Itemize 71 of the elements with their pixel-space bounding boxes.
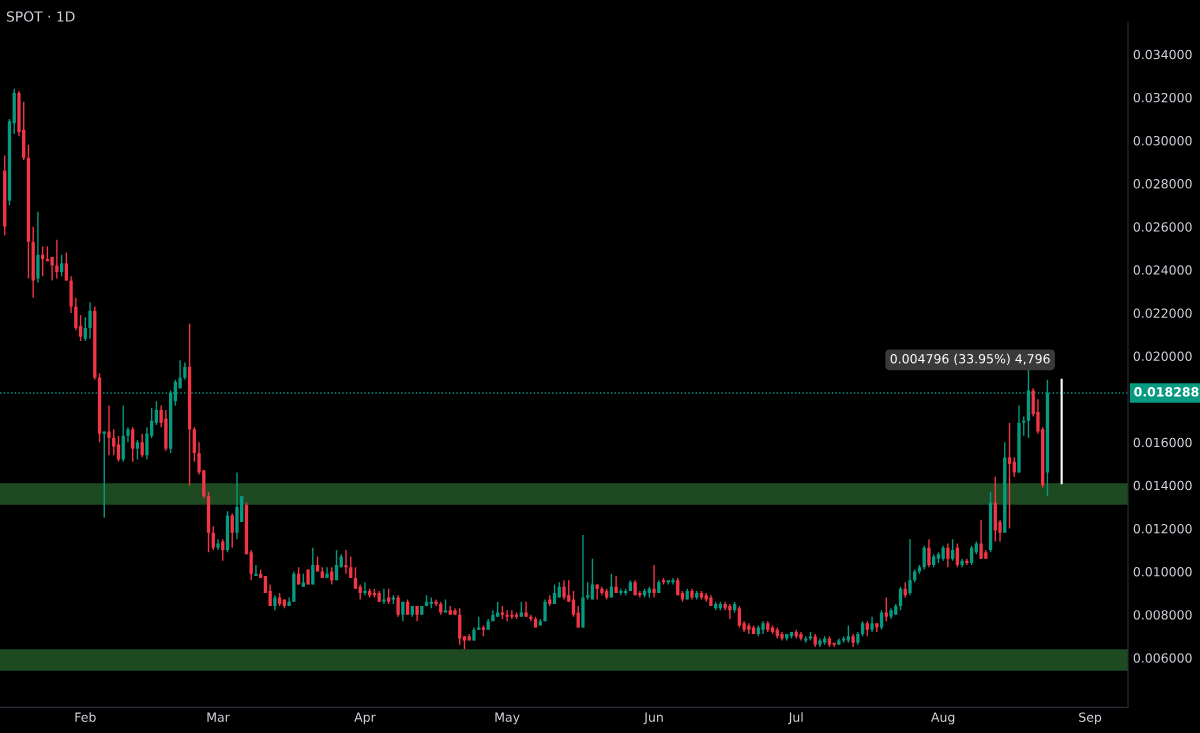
candlestick: [102, 430, 106, 519]
candlestick: [590, 557, 595, 601]
candlestick: [562, 579, 566, 601]
y-tick-label: 0.028000: [1133, 179, 1192, 189]
candlestick: [221, 538, 225, 562]
candlestick: [334, 549, 339, 581]
candlestick: [36, 210, 40, 284]
x-tick-label: Aug: [931, 712, 955, 725]
candlestick: [344, 549, 348, 575]
candlestick: [946, 542, 950, 568]
x-tick-label: Jun: [643, 712, 663, 725]
candlestick: [652, 564, 656, 599]
candlestick: [78, 314, 83, 342]
candlestick: [59, 254, 64, 277]
y-tick-label: 0.012000: [1133, 523, 1192, 534]
x-tick-label: Apr: [354, 712, 376, 725]
candlestick: [879, 609, 884, 631]
y-tick-label: 0.020000: [1133, 351, 1192, 361]
candlestick: [353, 566, 358, 590]
candlestick: [154, 400, 159, 426]
candlestick: [382, 588, 386, 605]
candlestick: [524, 601, 528, 618]
candlestick: [254, 564, 258, 577]
y-tick-label: 0.008000: [1133, 610, 1192, 620]
candlestick: [571, 590, 576, 618]
candlestick: [74, 297, 78, 331]
candlestick: [131, 426, 135, 463]
y-tick-label: 0.014000: [1133, 480, 1192, 491]
chart-title: SPOT · 1D: [6, 11, 75, 22]
x-tick-label: May: [495, 712, 520, 725]
candlestick: [249, 549, 253, 581]
candlestick: [192, 426, 196, 463]
candlestick: [216, 538, 220, 551]
candlestick: [325, 566, 329, 579]
candlestick: [595, 583, 599, 601]
y-tick-label: 0.034000: [1133, 49, 1192, 60]
x-tick-label: Mar: [207, 712, 230, 722]
candlestick: [116, 435, 121, 463]
y-tick-label: 0.022000: [1133, 308, 1192, 318]
candlestick: [107, 404, 111, 456]
candlestick: [55, 238, 59, 280]
y-tick-label: 0.016000: [1133, 437, 1192, 448]
candlestick: [140, 432, 144, 459]
candlestick: [88, 301, 92, 340]
x-tick-label: Sep: [1079, 712, 1102, 725]
x-tick-label: Feb: [75, 712, 96, 722]
candlestick: [83, 316, 87, 342]
y-tick-label: 0.030000: [1133, 136, 1192, 146]
y-tick-label: 0.006000: [1133, 653, 1192, 663]
candlestick: [64, 251, 69, 282]
candlestick: [576, 605, 580, 629]
candlestick: [614, 575, 618, 594]
candlestick: [908, 538, 912, 596]
candlestick: [979, 519, 983, 560]
candlestick: [112, 428, 116, 456]
ref-line-label: 0.018288: [1134, 387, 1199, 397]
candlestick: [950, 538, 955, 562]
candlestick: [211, 525, 215, 551]
y-tick-label: 0.032000: [1133, 92, 1192, 103]
candlestick: [135, 439, 140, 461]
candlestick: [363, 581, 367, 596]
y-tick-label: 0.026000: [1133, 222, 1192, 232]
annotation: 0.004796 (33.95%) 4,796: [890, 353, 1050, 365]
candlestick: [927, 538, 931, 568]
candlestick: [552, 583, 557, 605]
candlestick: [396, 594, 400, 618]
y-tick-label: 0.024000: [1133, 265, 1192, 275]
x-tick-label: Jul: [788, 712, 803, 725]
candlestick: [1007, 422, 1012, 530]
candlestick: [969, 545, 974, 566]
y-tick-label: 0.010000: [1133, 567, 1192, 577]
